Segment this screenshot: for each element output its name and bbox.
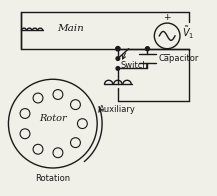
Text: $\tilde{V}_1$: $\tilde{V}_1$: [182, 24, 194, 41]
Text: Capacitor: Capacitor: [158, 54, 199, 63]
Text: Rotor: Rotor: [39, 114, 67, 123]
Text: +: +: [163, 13, 171, 22]
Circle shape: [116, 67, 120, 70]
Circle shape: [116, 57, 120, 60]
Text: Switch: Switch: [121, 61, 149, 70]
Text: −: −: [163, 50, 171, 60]
Text: Main: Main: [57, 24, 84, 33]
Text: Auxiliary: Auxiliary: [99, 105, 136, 114]
Circle shape: [145, 47, 150, 51]
Circle shape: [116, 46, 120, 51]
Text: Rotation: Rotation: [35, 174, 70, 183]
